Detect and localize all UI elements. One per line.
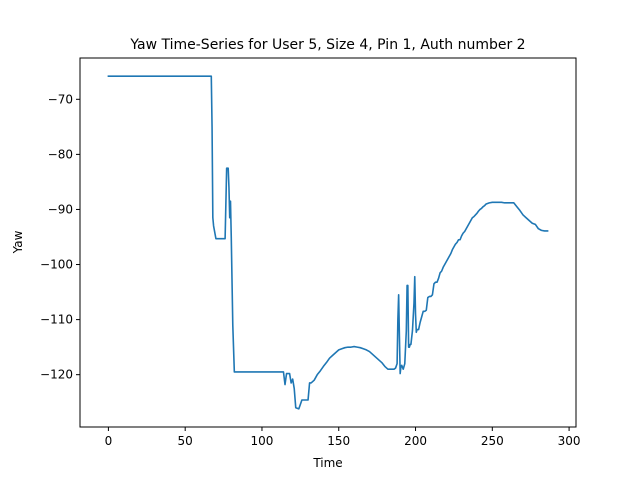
y-tick-label: −70 <box>48 92 73 106</box>
y-tick-label: −80 <box>48 147 73 161</box>
x-tick-label: 250 <box>481 434 504 448</box>
y-axis-label: Yaw <box>11 230 25 254</box>
x-tick-label: 150 <box>327 434 350 448</box>
y-tick-label: −120 <box>40 368 73 382</box>
series-line-0 <box>107 75 549 410</box>
x-axis-label: Time <box>312 456 342 470</box>
plot-area: 0 50 100 150 200 250 300 −120 −110 −100 −90 −80 −70 <box>40 57 581 448</box>
x-tick-label: 100 <box>251 434 274 448</box>
y-tick-label: −100 <box>40 258 73 272</box>
y-tick-label: −110 <box>40 313 73 327</box>
axes-frame <box>79 57 577 428</box>
x-tick-label: 50 <box>178 434 193 448</box>
x-tick-label: 200 <box>404 434 427 448</box>
x-tick-label: 300 <box>558 434 581 448</box>
y-tick-label: −90 <box>48 202 73 216</box>
chart-title: Yaw Time-Series for User 5, Size 4, Pin … <box>129 37 525 53</box>
x-tick-label: 0 <box>105 434 113 448</box>
